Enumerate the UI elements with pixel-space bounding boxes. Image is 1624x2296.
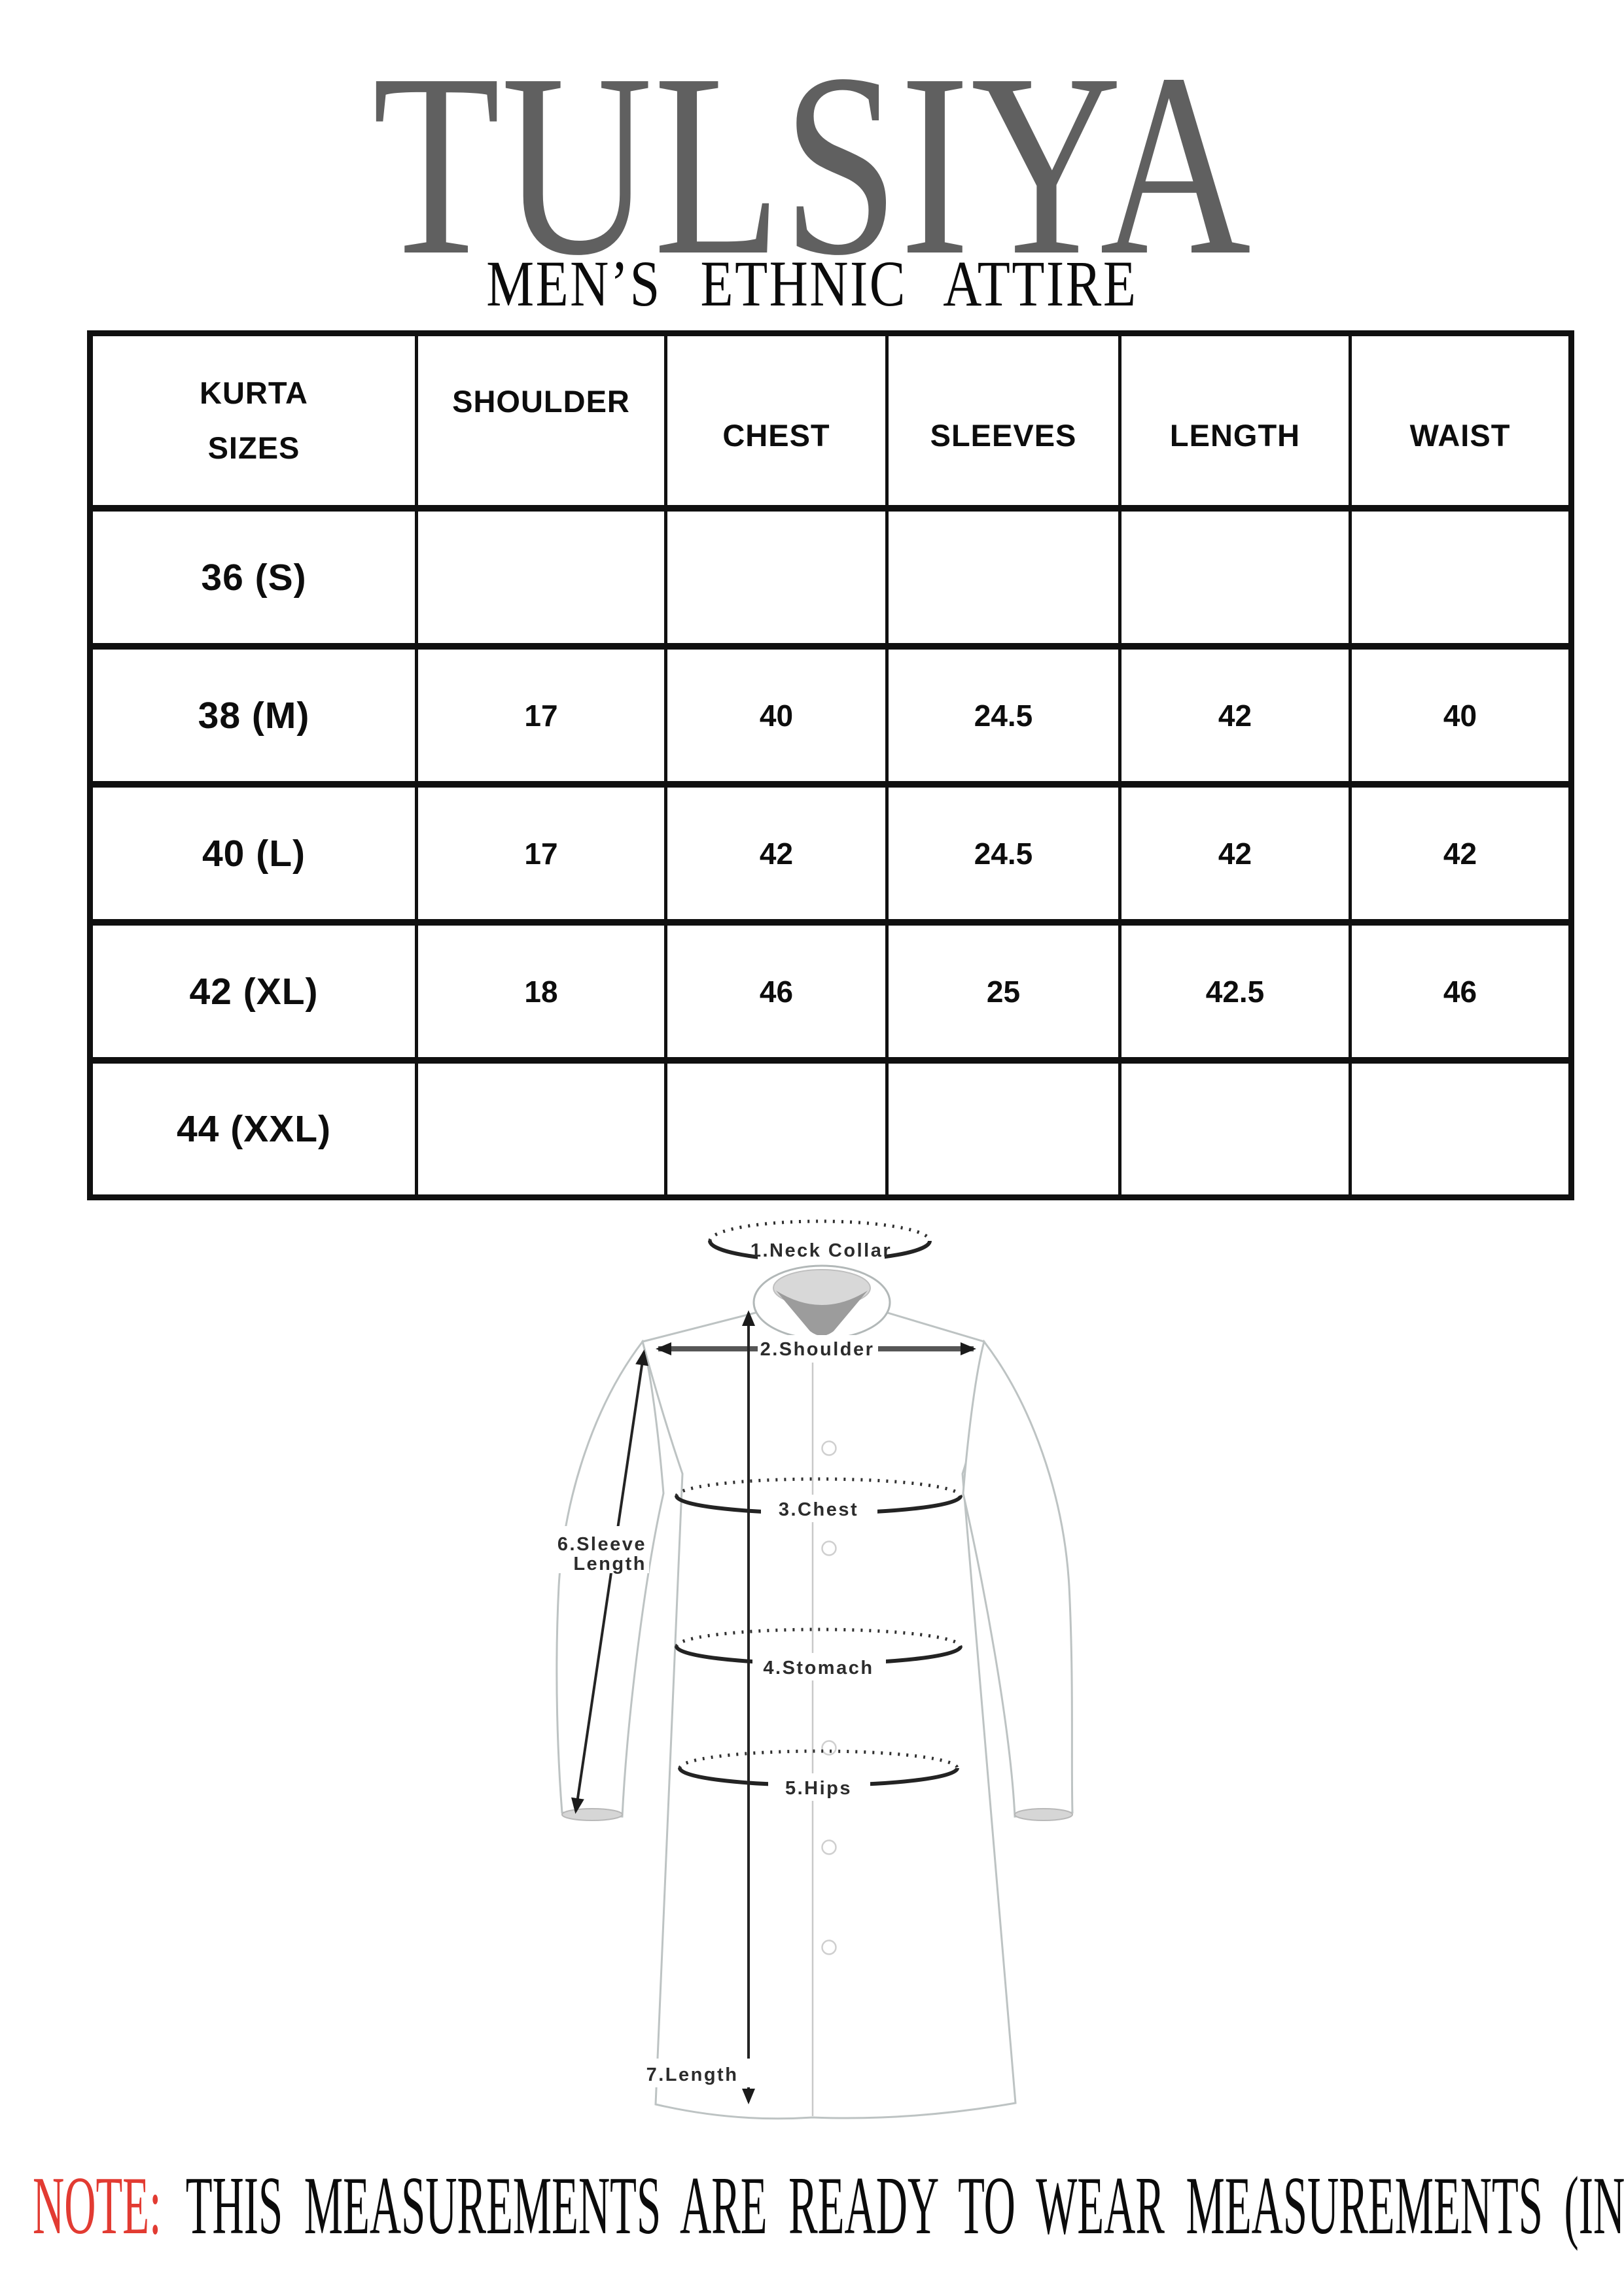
cell-chest: 42 bbox=[664, 781, 885, 919]
measurement-label-stomach: 4.Stomach bbox=[763, 1658, 874, 1679]
neck-dotted-arc bbox=[708, 1219, 932, 1242]
note-prefix: NOTE: bbox=[33, 2161, 162, 2252]
right-cuff bbox=[1014, 1808, 1073, 1821]
cell-waist bbox=[1349, 1057, 1568, 1194]
cell-length: 42.5 bbox=[1118, 919, 1349, 1057]
sleeve-length-arrow bbox=[571, 1349, 648, 1814]
row-size-label: 44 (XXL) bbox=[93, 1057, 415, 1194]
row-size-label: 38 (M) bbox=[93, 643, 415, 781]
cell-sleeves bbox=[885, 505, 1118, 643]
cell-chest: 46 bbox=[664, 919, 885, 1057]
left-cuff bbox=[561, 1808, 623, 1821]
brand-header: TULSIYA bbox=[0, 34, 1624, 296]
button-icons bbox=[821, 1440, 837, 1955]
note-line: NOTE: THIS MEASUREMENTS ARE READY TO WEAR… bbox=[33, 2165, 1624, 2248]
stomach-dotted-arc bbox=[675, 1627, 962, 1647]
cell-waist: 42 bbox=[1349, 781, 1568, 919]
brand-tagline: MEN’S ETHNIC ATTIRE bbox=[486, 247, 1138, 320]
column-header-sleeves: SLEEVES bbox=[885, 336, 1118, 505]
measurement-label-length: 7.Length bbox=[646, 2064, 739, 2085]
cell-waist bbox=[1349, 505, 1568, 643]
right-sleeve bbox=[962, 1339, 1074, 1818]
kurta-measurement-diagram: 1.Neck Collar 2.Shoulder 3.Chest 4.Stoma… bbox=[531, 1219, 1074, 2120]
cell-shoulder: 17 bbox=[415, 781, 664, 919]
column-header-shoulder: SHOULDER bbox=[415, 336, 664, 505]
column-header-waist: WAIST bbox=[1349, 336, 1568, 505]
cell-chest bbox=[664, 1057, 885, 1194]
cell-sleeves bbox=[885, 1057, 1118, 1194]
row-size-label: 40 (L) bbox=[93, 781, 415, 919]
chest-dotted-arc bbox=[675, 1477, 962, 1497]
cell-length bbox=[1118, 1057, 1349, 1194]
cell-length: 42 bbox=[1118, 643, 1349, 781]
measurement-label-sleeve-2: Length bbox=[573, 1554, 646, 1574]
hips-dotted-arc bbox=[678, 1749, 959, 1769]
cell-chest bbox=[664, 505, 885, 643]
measurement-label-chest: 3.Chest bbox=[779, 1499, 858, 1520]
measurement-label-hips: 5.Hips bbox=[785, 1778, 852, 1799]
brand-tagline-row: MEN’S ETHNIC ATTIRE bbox=[0, 251, 1624, 317]
column-header-chest: CHEST bbox=[664, 336, 885, 505]
cell-shoulder: 17 bbox=[415, 643, 664, 781]
cell-shoulder: 18 bbox=[415, 919, 664, 1057]
cell-shoulder bbox=[415, 1057, 664, 1194]
cell-waist: 46 bbox=[1349, 919, 1568, 1057]
measurement-label-shoulder: 2.Shoulder bbox=[760, 1339, 875, 1360]
cell-sleeves: 25 bbox=[885, 919, 1118, 1057]
cell-waist: 40 bbox=[1349, 643, 1568, 781]
cell-shoulder bbox=[415, 505, 664, 643]
column-header-kurta-sizes: KURTA SIZES bbox=[93, 336, 415, 505]
cell-length bbox=[1118, 505, 1349, 643]
cell-length: 42 bbox=[1118, 781, 1349, 919]
note-text: THIS MEASUREMENTS ARE READY TO WEAR MEAS… bbox=[185, 2161, 1624, 2252]
brand-logo: TULSIYA bbox=[372, 20, 1252, 309]
measurement-label-sleeve-1: 6.Sleeve bbox=[557, 1534, 646, 1555]
cell-chest: 40 bbox=[664, 643, 885, 781]
cell-sleeves: 24.5 bbox=[885, 781, 1118, 919]
kurta-outline-illustration bbox=[556, 1264, 1074, 2120]
label-backgrounds bbox=[531, 1237, 886, 2087]
cell-sleeves: 24.5 bbox=[885, 643, 1118, 781]
measurement-label-neck: 1.Neck Collar bbox=[750, 1240, 892, 1261]
collar bbox=[752, 1264, 891, 1340]
column-header-length: LENGTH bbox=[1118, 336, 1349, 505]
row-size-label: 36 (S) bbox=[93, 505, 415, 643]
row-size-label: 42 (XL) bbox=[93, 919, 415, 1057]
size-chart-table: KURTA SIZES SHOULDER CHEST SLEEVES LENGT… bbox=[87, 330, 1574, 1200]
